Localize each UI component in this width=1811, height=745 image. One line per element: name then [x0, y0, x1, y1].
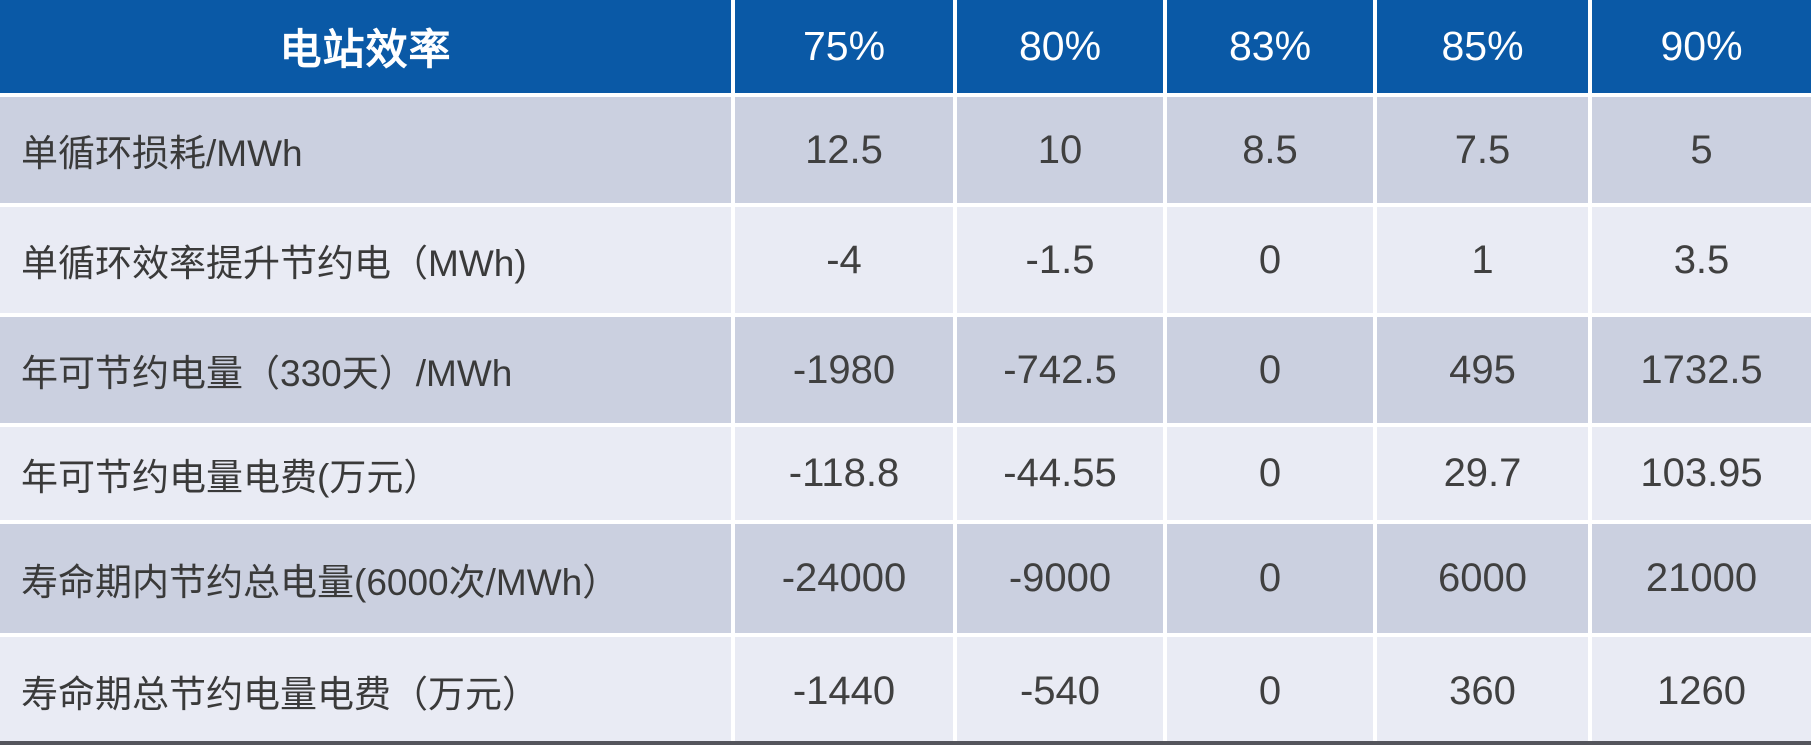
table-cell: 10 — [957, 97, 1163, 203]
table-cell: 1732.5 — [1592, 317, 1811, 423]
slide-bottom-rule — [0, 741, 1811, 745]
table-cell: -1.5 — [957, 207, 1163, 313]
table-cell: 8.5 — [1167, 97, 1373, 203]
table-cell: 29.7 — [1377, 427, 1588, 520]
header-col-90: 90% — [1592, 0, 1811, 93]
table-cell: -44.55 — [957, 427, 1163, 520]
row-label: 单循环效率提升节约电（MWh) — [0, 207, 731, 313]
table-cell: -24000 — [735, 524, 953, 633]
table-cell: 495 — [1377, 317, 1588, 423]
row-label: 寿命期总节约电量电费（万元） — [0, 637, 731, 745]
table-cell: 3.5 — [1592, 207, 1811, 313]
table-cell: -540 — [957, 637, 1163, 745]
table-cell: -742.5 — [957, 317, 1163, 423]
table-cell: 5 — [1592, 97, 1811, 203]
table-cell: 6000 — [1377, 524, 1588, 633]
header-col-75: 75% — [735, 0, 953, 93]
table-cell: 0 — [1167, 637, 1373, 745]
table-cell: 12.5 — [735, 97, 953, 203]
table-cell: 360 — [1377, 637, 1588, 745]
header-col-83: 83% — [1167, 0, 1373, 93]
table-cell: 0 — [1167, 427, 1373, 520]
table-cell: 21000 — [1592, 524, 1811, 633]
table-cell: 0 — [1167, 207, 1373, 313]
table-cell: 0 — [1167, 524, 1373, 633]
table-cell: -1440 — [735, 637, 953, 745]
header-col-85: 85% — [1377, 0, 1588, 93]
header-title: 电站效率 — [0, 0, 731, 93]
table-cell: 1 — [1377, 207, 1588, 313]
table-cell: -4 — [735, 207, 953, 313]
table-cell: 1260 — [1592, 637, 1811, 745]
table-cell: -118.8 — [735, 427, 953, 520]
row-label: 单循环损耗/MWh — [0, 97, 731, 203]
row-label: 年可节约电量电费(万元） — [0, 427, 731, 520]
table-cell: -1980 — [735, 317, 953, 423]
table-cell: 0 — [1167, 317, 1373, 423]
row-label: 寿命期内节约总电量(6000次/MWh） — [0, 524, 731, 633]
table-cell: 7.5 — [1377, 97, 1588, 203]
table-cell: 103.95 — [1592, 427, 1811, 520]
header-col-80: 80% — [957, 0, 1163, 93]
row-label: 年可节约电量（330天）/MWh — [0, 317, 731, 423]
table-cell: -9000 — [957, 524, 1163, 633]
